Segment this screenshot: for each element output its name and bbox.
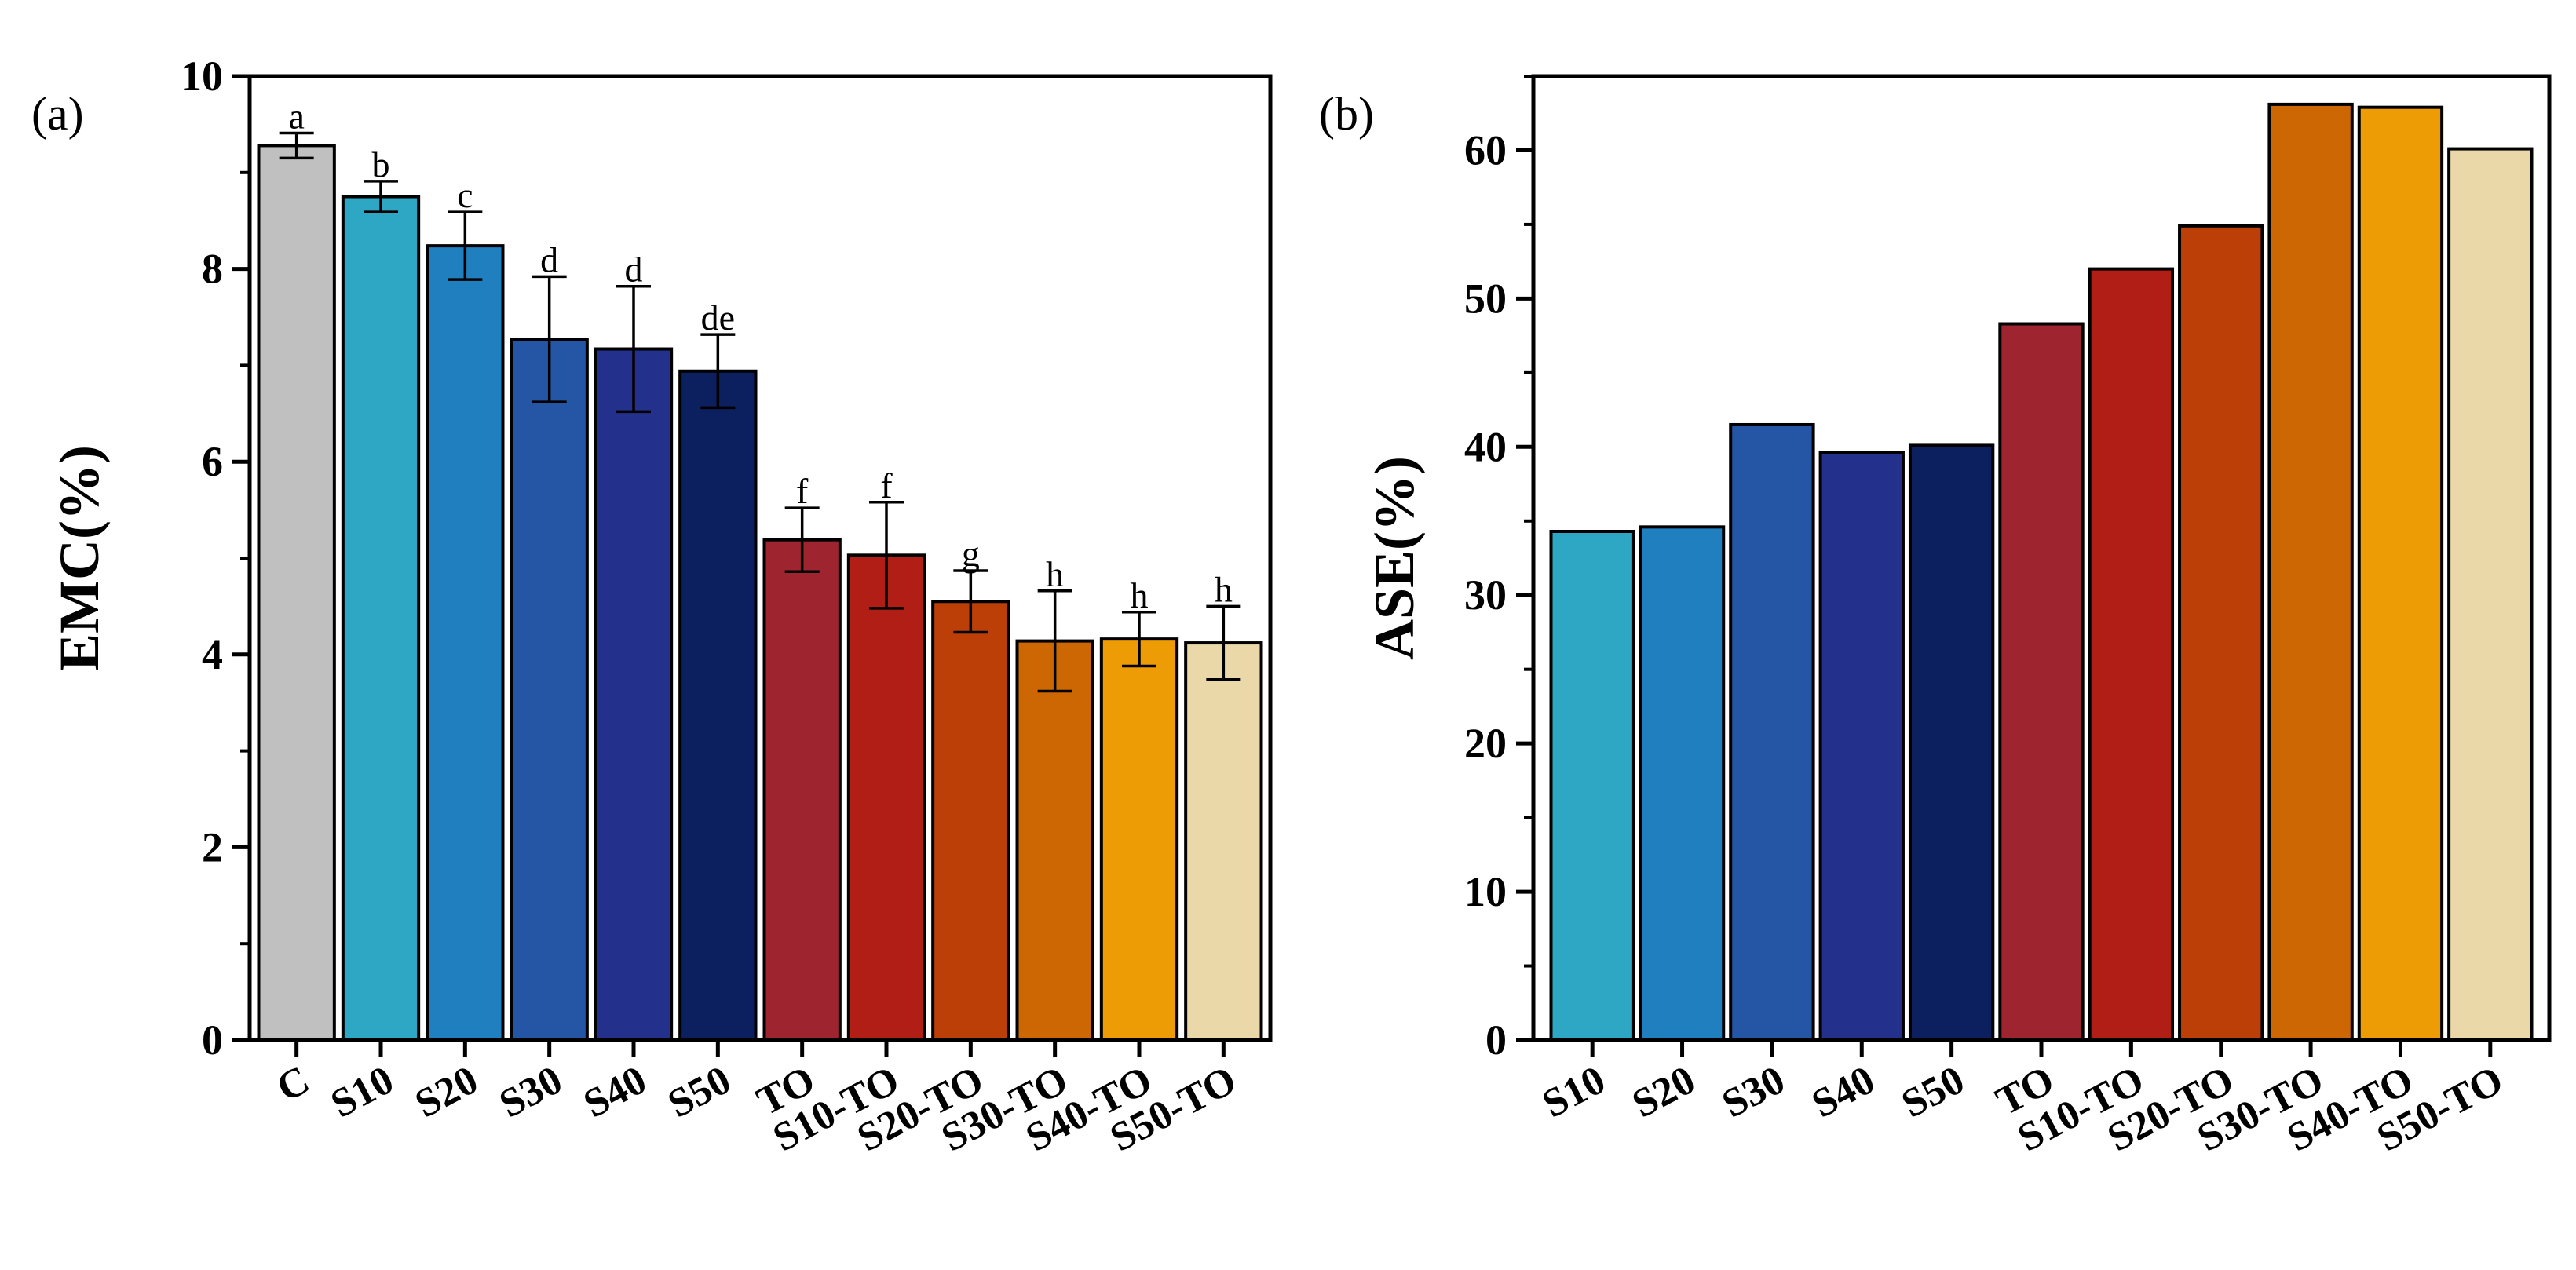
error-bar [869, 501, 904, 610]
bar-c [257, 144, 336, 1042]
bar-s10-to [2088, 267, 2175, 1042]
error-bar [1037, 589, 1072, 693]
significance-label: d [625, 250, 643, 290]
x-tick-label: S10 [1536, 1057, 1613, 1126]
bar-s40 [594, 347, 674, 1042]
bar-s40 [1818, 451, 1905, 1042]
bar-to [1998, 322, 2085, 1042]
significance-label: b [372, 144, 390, 184]
plot-frame [1531, 74, 2552, 1042]
y-tick-label: 0 [202, 1016, 223, 1064]
error-bar [616, 284, 651, 414]
bar-s50 [1908, 443, 1995, 1042]
bar-s20-to [931, 600, 1010, 1042]
bar-s40-to [1099, 637, 1179, 1042]
bar-s30 [1729, 422, 1815, 1042]
bar-s50-to [1184, 641, 1263, 1042]
y-tick-label: 10 [1464, 868, 1507, 915]
error-bar [784, 506, 820, 573]
bar-s20-to [2178, 224, 2264, 1042]
significance-label: g [962, 534, 980, 574]
x-tick-label: S40 [576, 1057, 653, 1126]
x-tick-label: S20 [408, 1057, 485, 1126]
y-axis-title: ASE(%) [1363, 456, 1426, 660]
error-bar [1122, 611, 1156, 668]
x-tick-label: S50 [661, 1057, 738, 1126]
bar-s30-to [1015, 639, 1094, 1042]
y-tick-label: 0 [1485, 1016, 1507, 1064]
significance-label: f [880, 465, 893, 505]
error-bar [448, 210, 483, 281]
bar-to [762, 538, 842, 1042]
y-tick-label: 4 [202, 631, 223, 678]
panel-label: (b) [1319, 88, 1374, 140]
x-tick-label: S10 [323, 1057, 400, 1126]
error-bar [953, 569, 988, 634]
significance-label: h [1131, 575, 1149, 615]
y-tick-label: 6 [202, 438, 223, 485]
x-tick-label: S20 [1625, 1057, 1702, 1126]
significance-label: h [1046, 554, 1064, 594]
significance-label: h [1215, 569, 1233, 609]
x-tick-label: S50 [1895, 1057, 1971, 1126]
panel-label: (a) [31, 88, 84, 140]
x-tick-label: C [269, 1057, 316, 1111]
significance-label: c [457, 175, 473, 215]
bar-s30-to [2267, 102, 2354, 1042]
bar-s10 [341, 195, 421, 1042]
error-bar [700, 333, 736, 410]
y-tick-label: 2 [202, 823, 223, 870]
x-tick-label: S30 [1715, 1057, 1792, 1126]
significance-label: d [540, 239, 558, 279]
error-bar [532, 275, 567, 403]
y-tick-label: 50 [1464, 275, 1507, 322]
bar-s10-to [846, 553, 926, 1042]
x-tick-label: S40 [1805, 1057, 1882, 1126]
y-axis-title: EMC(%) [48, 445, 111, 671]
x-tick-label: S30 [492, 1057, 569, 1126]
significance-label: f [796, 471, 809, 511]
bar-s30 [510, 338, 589, 1042]
error-bar [279, 131, 314, 160]
bar-s10 [1549, 529, 1635, 1042]
y-tick-label: 10 [181, 53, 223, 100]
y-tick-label: 20 [1464, 720, 1507, 767]
bar-s40-to [2357, 105, 2444, 1042]
significance-label: a [288, 96, 304, 136]
significance-label: de [701, 297, 735, 338]
error-bar [1206, 604, 1241, 681]
y-tick-label: 60 [1464, 126, 1507, 173]
y-tick-label: 8 [202, 246, 223, 293]
error-bar [364, 180, 398, 213]
y-tick-label: 30 [1464, 571, 1507, 619]
bar-s50 [678, 369, 758, 1042]
plot-frame [247, 74, 1273, 1042]
bar-s50-to [2447, 147, 2534, 1042]
y-tick-label: 40 [1464, 423, 1507, 470]
bar-s20 [1639, 525, 1726, 1042]
bar-s20 [426, 244, 505, 1042]
